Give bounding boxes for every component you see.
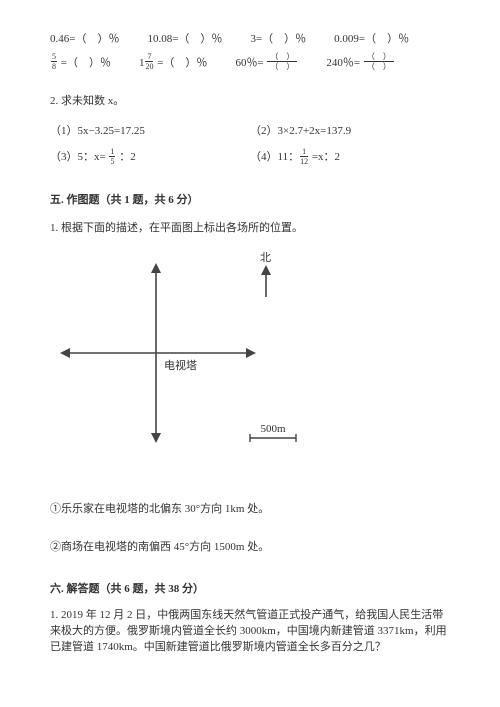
cell-r1c1: 0.46=（ ）％	[50, 30, 119, 46]
cell-r2c1: 5 8 =（ ）％	[50, 54, 111, 72]
fraction-7-20: 7 20	[145, 53, 153, 71]
cell-r1c3: 3=（ ）％	[250, 30, 306, 46]
section6-head: 六. 解答题（共 6 题，共 38 分）	[50, 580, 450, 596]
equation-row-2: 5 8 =（ ）％ 1 7 20 =（ ）％ 60％= （ ） （ ） 240％…	[50, 54, 450, 72]
cell-r2c2: 1 7 20 =（ ）％	[139, 54, 207, 72]
q2-i2: （2）3×2.7+2x=137.9	[250, 122, 450, 138]
section5-desc: 1. 根据下面的描述，在平面图上标出各场所的位置。	[50, 219, 450, 235]
q2-i1: （1）5x−3.25=17.25	[50, 122, 250, 138]
diagram-svg: 电视塔 北 500m	[60, 245, 360, 475]
fraction-blank-2: （ ） （ ）	[364, 53, 394, 71]
q2-i3: （3）5：x= 1 5 ：2	[50, 148, 250, 166]
svg-text:500m: 500m	[260, 423, 286, 435]
diagram: 电视塔 北 500m	[60, 245, 450, 478]
fraction-blank-1: （ ） （ ）	[267, 53, 297, 71]
fraction-1-5: 1 5	[109, 148, 115, 166]
section6-paragraph: 1. 2019 年 12 月 2 日，中俄两国东线天然气管道正式投产通气，给我国…	[50, 608, 450, 656]
fraction-1-12: 1 12	[300, 148, 308, 166]
fraction-5-8: 5 8	[51, 53, 57, 71]
sub-item-2: ②商场在电视塔的南偏西 45°方向 1500m 处。	[50, 538, 450, 554]
sub-item-1: ①乐乐家在电视塔的北偏东 30°方向 1km 处。	[50, 500, 450, 516]
cell-r1c4: 0.009=（ ）％	[334, 30, 409, 46]
cell-r2c3: 60％= （ ） （ ）	[235, 54, 298, 72]
cell-r2c4: 240％= （ ） （ ）	[326, 54, 394, 72]
section5-head: 五. 作图题（共 1 题，共 6 分）	[50, 191, 450, 207]
svg-text:电视塔: 电视塔	[164, 358, 197, 372]
cell-r1c2: 10.08=（ ）％	[147, 30, 222, 46]
equation-row-1: 0.46=（ ）％ 10.08=（ ）％ 3=（ ）％ 0.009=（ ）％	[50, 30, 450, 46]
q2-i4: （4）11： 1 12 =x：2	[250, 148, 450, 166]
q2-title: 2. 求未知数 x。	[50, 92, 450, 108]
svg-text:北: 北	[260, 251, 271, 264]
q2-items: （1）5x−3.25=17.25 （2）3×2.7+2x=137.9 （3）5：…	[50, 122, 450, 166]
